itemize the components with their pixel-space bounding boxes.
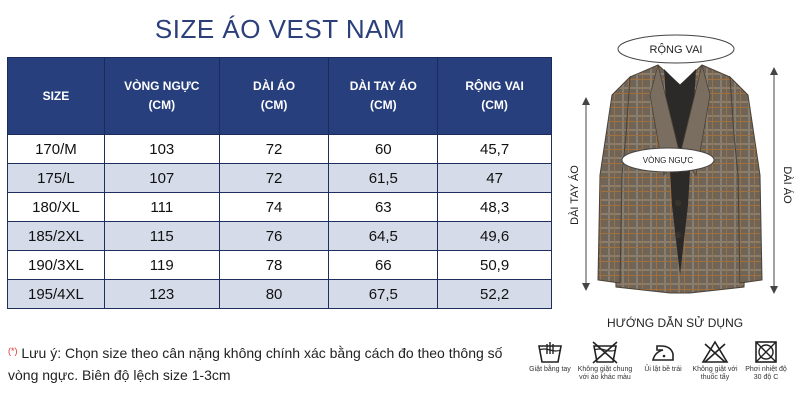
- table-cell: 180/XL: [7, 192, 105, 222]
- header-chest: VÒNG NGỰC (CM): [103, 57, 220, 135]
- table-cell: 119: [103, 250, 220, 280]
- header-size: SIZE: [7, 57, 105, 135]
- table-cell: 60: [328, 134, 439, 164]
- sleeve-label: DÀI TAY ÁO: [568, 165, 581, 225]
- table-cell: 78: [218, 250, 330, 280]
- table-cell: 115: [103, 221, 220, 251]
- table-header-row: SIZE VÒNG NGỰC (CM) DÀI ÁO (CM) DÀI TAY ÁO…: [7, 57, 552, 135]
- table-cell: 61,5: [328, 163, 439, 193]
- no-bleach-icon: [701, 340, 729, 363]
- table-cell: 185/2XL: [7, 221, 105, 251]
- table-cell: 72: [218, 134, 330, 164]
- length-label: DÀI ÁO: [781, 166, 794, 204]
- shoulder-measure: [617, 34, 735, 64]
- table-cell: 190/3XL: [7, 250, 105, 280]
- shoulder-label: RỘNG VAI: [650, 43, 703, 56]
- header-sleeve: DÀI TAY ÁO (CM): [328, 57, 439, 135]
- table-row: 190/3XL 119 78 66 50,9: [7, 250, 552, 280]
- care-item: Giặt bằng tay: [515, 340, 585, 374]
- table-cell: 170/M: [7, 134, 105, 164]
- table-row: 195/4XL 123 80 67,5 52,2: [7, 279, 552, 309]
- table-cell: 103: [103, 134, 220, 164]
- note-text: Lưu ý: Chọn size theo cân nặng không chí…: [8, 345, 503, 383]
- jacket-lapel-right: [679, 64, 711, 176]
- jacket-lapel-left: [649, 64, 681, 176]
- care-item: Phơi nhiệt độ 30 độ C: [731, 340, 801, 382]
- table-cell: 52,2: [437, 279, 552, 309]
- care-item: Không giặt với thuốc tẩy: [680, 340, 750, 382]
- table-row: 180/XL 111 74 63 48,3: [7, 192, 552, 222]
- care-item: Không giặt chung với áo khác màu: [570, 340, 640, 382]
- table-cell: 195/4XL: [7, 279, 105, 309]
- table-row: 170/M 103 72 60 45,7: [7, 134, 552, 164]
- jacket-diagram: RỘNG VAI VÒNG NGỰC DÀI TAY ÁO DÀI ÁO: [568, 34, 794, 294]
- table-cell: 175/L: [7, 163, 105, 193]
- table-cell: 63: [328, 192, 439, 222]
- jacket-button: [675, 232, 681, 238]
- table-row: 185/2XL 115 76 64,5 49,6: [7, 221, 552, 251]
- no-tumble-dry-icon: [755, 341, 777, 363]
- jacket-button: [675, 200, 681, 206]
- hand-wash-icon: [538, 342, 562, 363]
- table-cell: 47: [437, 163, 552, 193]
- table-cell: 66: [328, 250, 439, 280]
- note-star: (*): [8, 346, 18, 356]
- table-cell: 67,5: [328, 279, 439, 309]
- care-item: Ủi lật bề trái: [628, 340, 698, 374]
- page-title: SIZE ÁO VEST NAM: [154, 14, 406, 44]
- table-cell: 72: [218, 163, 330, 193]
- table-cell: 64,5: [328, 221, 439, 251]
- table-cell: 74: [218, 192, 330, 222]
- table-cell: 49,6: [437, 221, 552, 251]
- table-cell: 107: [103, 163, 220, 193]
- header-shoulder: RỘNG VAI (CM): [437, 57, 552, 135]
- table-cell: 111: [103, 192, 220, 222]
- jacket-right-sleeve: [729, 75, 763, 284]
- size-table: SIZE VÒNG NGỰC (CM) DÀI ÁO (CM) DÀI TAY ÁO…: [7, 57, 552, 309]
- header-length: DÀI ÁO (CM): [218, 57, 330, 135]
- care-guide-title: HƯỚNG DẪN SỬ DỤNG: [606, 316, 744, 330]
- no-mixed-wash-icon: [592, 341, 618, 364]
- chest-measure: [621, 147, 715, 173]
- chest-label: VÒNG NGỰC: [643, 156, 694, 165]
- table-cell: 80: [218, 279, 330, 309]
- jacket-left-sleeve: [597, 75, 631, 284]
- table-cell: 48,3: [437, 192, 552, 222]
- size-note: (*) Lưu ý: Chọn size theo cân nặng không…: [8, 342, 528, 386]
- table-cell: 123: [103, 279, 220, 309]
- table-row: 175/L 107 72 61,5 47: [7, 163, 552, 193]
- table-cell: 45,7: [437, 134, 552, 164]
- table-cell: 76: [218, 221, 330, 251]
- table-cell: 50,9: [437, 250, 552, 280]
- iron-icon: [651, 345, 674, 361]
